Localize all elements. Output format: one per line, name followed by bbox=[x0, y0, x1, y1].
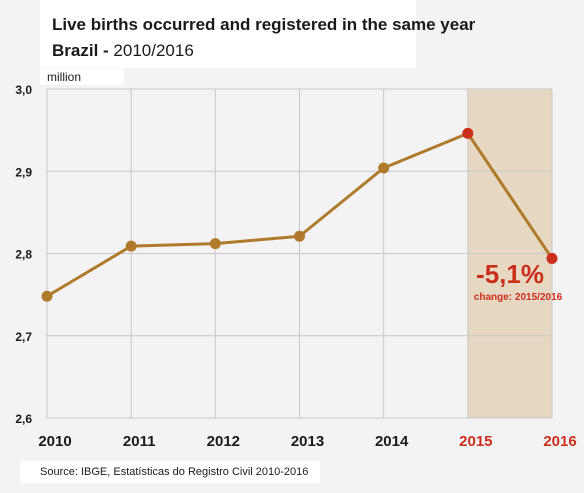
data-point bbox=[125, 240, 137, 252]
change-annotation: -5,1% bbox=[476, 259, 544, 289]
source-box bbox=[20, 461, 320, 483]
y-tick-label: 2,7 bbox=[15, 330, 32, 344]
y-tick-label: 2,6 bbox=[15, 412, 32, 426]
x-tick-label: 2011 bbox=[123, 433, 156, 450]
data-point bbox=[462, 127, 474, 139]
x-tick-label: 2016 bbox=[543, 433, 576, 450]
data-point bbox=[41, 290, 53, 302]
y-tick-label: 3,0 bbox=[15, 83, 32, 97]
chart-subtitle: Brazil - 2010/2016 bbox=[52, 41, 194, 61]
subtitle-country: Brazil - bbox=[52, 41, 109, 60]
change-caption: change: 2015/2016 bbox=[474, 292, 563, 303]
data-point bbox=[546, 252, 558, 264]
subtitle-period: 2010/2016 bbox=[113, 41, 194, 60]
unit-box bbox=[40, 69, 124, 85]
data-point bbox=[294, 230, 305, 242]
x-tick-label: 2013 bbox=[291, 433, 324, 450]
x-tick-label: 2015 bbox=[459, 433, 492, 450]
source-note: Source: IBGE, Estatísticas do Registro C… bbox=[40, 466, 309, 478]
x-tick-label: 2012 bbox=[207, 433, 240, 450]
chart-title: Live births occurred and registered in t… bbox=[52, 15, 476, 34]
x-tick-label: 2014 bbox=[375, 433, 409, 450]
y-unit-label: million bbox=[47, 70, 82, 84]
title-box bbox=[40, 0, 416, 68]
data-point bbox=[209, 238, 221, 250]
data-point bbox=[378, 162, 390, 174]
y-tick-label: 2,8 bbox=[15, 248, 32, 262]
y-tick-label: 2,9 bbox=[15, 165, 32, 179]
x-tick-label: 2010 bbox=[38, 433, 71, 450]
